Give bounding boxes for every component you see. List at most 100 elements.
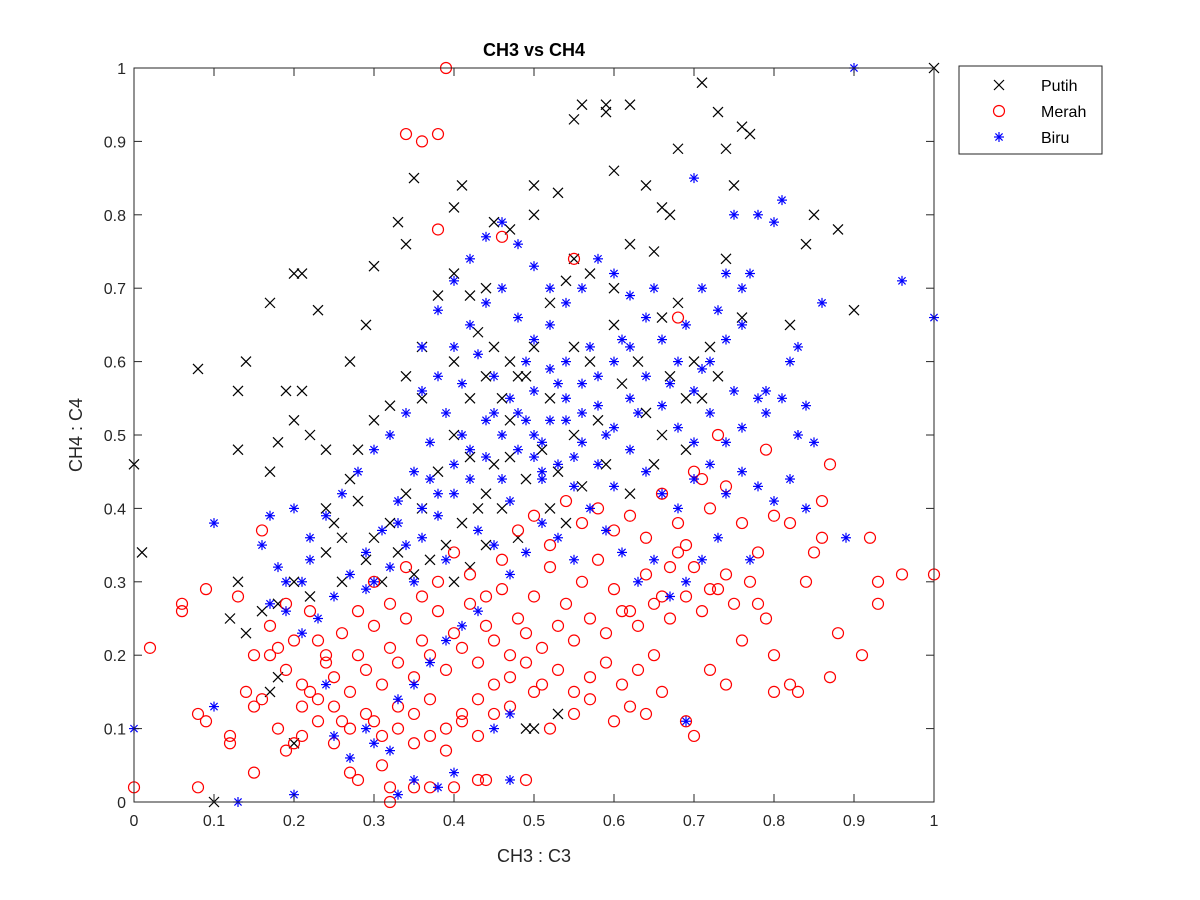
data-point-biru <box>313 613 323 624</box>
data-point-biru <box>609 422 619 433</box>
data-point-merah <box>463 568 477 581</box>
data-point-putih <box>264 297 276 309</box>
data-point-putih <box>392 547 404 558</box>
data-point-merah <box>615 605 629 618</box>
data-point-putih <box>368 532 380 544</box>
data-point-putih <box>256 605 268 617</box>
data-point-biru <box>649 283 659 294</box>
data-point-putih <box>504 451 516 463</box>
data-point-putih <box>560 517 572 529</box>
data-point-putih <box>632 356 644 368</box>
data-point-biru <box>769 217 779 228</box>
data-point-putih <box>736 312 748 323</box>
data-point-putih <box>568 341 580 353</box>
data-point-biru <box>505 708 515 719</box>
data-point-merah <box>743 575 757 588</box>
data-point-biru <box>633 407 643 418</box>
data-point-putih <box>552 187 564 199</box>
data-point-biru <box>361 547 371 558</box>
data-point-merah <box>295 700 309 713</box>
data-point-biru <box>449 488 459 499</box>
data-point-putih <box>440 539 452 551</box>
data-point-biru <box>281 576 291 587</box>
data-point-putih <box>464 392 476 404</box>
data-point-biru <box>761 407 771 418</box>
data-point-putih <box>528 209 540 221</box>
data-point-putih <box>264 686 276 698</box>
data-point-merah <box>575 516 589 530</box>
data-point-biru <box>265 598 275 609</box>
data-point-merah <box>663 612 677 625</box>
data-point-merah <box>751 546 765 559</box>
data-point-biru <box>409 679 419 690</box>
data-point-biru <box>657 400 667 411</box>
data-point-biru <box>617 334 627 345</box>
data-point-biru <box>497 283 507 294</box>
data-point-merah <box>423 729 437 743</box>
data-point-biru <box>513 444 523 455</box>
data-point-merah <box>311 693 325 706</box>
data-point-biru <box>497 430 507 440</box>
data-point-putih <box>504 224 516 235</box>
data-point-putih <box>360 319 372 331</box>
data-point-putih <box>696 392 708 404</box>
data-point-merah <box>671 311 685 324</box>
data-point-merah <box>343 766 357 779</box>
data-point-biru <box>753 209 763 220</box>
data-point-putih <box>600 458 612 470</box>
data-point-merah <box>815 531 829 544</box>
data-point-putih <box>544 392 556 404</box>
data-point-merah <box>399 127 413 141</box>
x-tick-label: 0.7 <box>683 813 705 830</box>
data-point-biru <box>625 341 635 352</box>
data-point-merah <box>647 649 661 662</box>
data-point-biru <box>209 518 219 529</box>
data-point-putih <box>288 414 300 426</box>
data-point-biru <box>801 503 811 514</box>
data-point-merah <box>415 634 429 647</box>
data-point-putih <box>472 502 484 514</box>
data-point-putih <box>656 312 668 323</box>
data-point-merah <box>679 590 693 603</box>
data-point-merah <box>367 619 381 632</box>
data-point-biru <box>377 525 387 536</box>
data-point-biru <box>561 393 571 404</box>
x-tick-label: 0.2 <box>283 813 305 830</box>
data-point-biru <box>297 628 307 639</box>
data-point-merah <box>671 516 685 530</box>
data-point-merah <box>367 575 381 588</box>
data-point-putih <box>504 414 516 426</box>
data-point-putih <box>520 370 532 382</box>
data-point-merah <box>191 707 205 721</box>
data-point-putih <box>672 143 684 155</box>
data-point-merah <box>223 729 237 743</box>
data-point-merah <box>391 722 405 735</box>
data-point-merah <box>599 656 613 669</box>
data-point-putih <box>288 268 300 279</box>
series-merah <box>127 61 941 809</box>
data-point-merah <box>535 678 549 691</box>
data-point-biru <box>729 385 739 396</box>
data-point-biru <box>529 430 539 440</box>
data-point-putih <box>360 554 372 566</box>
data-point-putih <box>600 106 612 118</box>
data-point-merah <box>567 252 581 265</box>
data-point-merah <box>383 597 397 610</box>
data-point-merah <box>335 715 349 728</box>
data-point-biru <box>369 576 379 587</box>
data-point-merah <box>687 561 701 574</box>
legend-marker-putih <box>993 79 1005 91</box>
plot-points <box>127 61 941 809</box>
data-point-biru <box>529 385 539 396</box>
x-tick-label: 0.9 <box>843 813 865 830</box>
data-point-biru <box>625 393 635 404</box>
data-point-biru <box>817 297 827 308</box>
data-point-biru <box>537 437 547 448</box>
data-point-merah <box>287 737 301 750</box>
data-point-biru <box>713 305 723 316</box>
data-point-putih <box>576 99 588 111</box>
data-point-merah <box>831 627 845 640</box>
data-point-merah <box>863 531 877 544</box>
data-point-putih <box>552 708 564 720</box>
data-point-biru <box>777 393 787 404</box>
